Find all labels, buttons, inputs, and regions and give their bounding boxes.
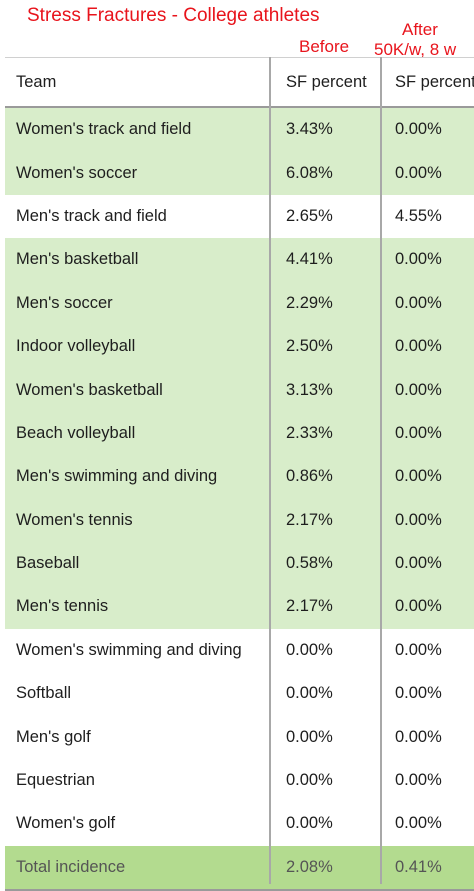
sf-before-cell: 3.13% [286, 380, 333, 399]
team-cell: Women's track and field [16, 120, 192, 139]
sf-before-cell: 2.50% [286, 337, 333, 356]
team-cell: Women's basketball [16, 380, 163, 399]
sf-before-cell: 2.17% [286, 597, 333, 616]
table-body: Women's track and field 3.43% 0.00% Women's… [5, 108, 474, 846]
table-row: Men's soccer 2.29% 0.00% [5, 281, 474, 325]
total-after: 0.41% [395, 857, 442, 876]
table-row: Women's soccer 6.08% 0.00% [5, 151, 474, 195]
team-cell: Women's swimming and diving [16, 640, 242, 659]
team-cell: Equestrian [16, 771, 95, 790]
team-cell: Beach volleyball [16, 423, 136, 442]
annotation-after-line1: After [402, 20, 438, 39]
sf-before-cell: 4.41% [286, 250, 333, 269]
team-cell: Men's tennis [16, 597, 109, 616]
sf-before-cell: 3.43% [286, 120, 333, 139]
table-row: Men's swimming and diving 0.86% 0.00% [5, 455, 474, 499]
sf-after-cell: 0.00% [395, 163, 442, 182]
sf-before-cell: 0.00% [286, 727, 333, 746]
sf-after-cell: 0.00% [395, 467, 442, 486]
sf-before-cell: 0.00% [286, 684, 333, 703]
table-row: Softball 0.00% 0.00% [5, 672, 474, 716]
table-row: Equestrian 0.00% 0.00% [5, 758, 474, 803]
sf-after-cell: 0.00% [395, 684, 442, 703]
sf-after-cell: 0.00% [395, 640, 442, 659]
sf-after-cell: 0.00% [395, 337, 442, 356]
team-cell: Indoor volleyball [16, 337, 136, 356]
sf-after-cell: 0.00% [395, 120, 442, 139]
table-row: Men's tennis 2.17% 0.00% [5, 585, 474, 629]
sf-before-cell: 2.65% [286, 206, 333, 225]
team-cell: Men's soccer [16, 293, 113, 312]
column-divider-before [269, 57, 271, 884]
team-cell: Women's tennis [16, 510, 133, 529]
sf-after-cell: 4.55% [395, 206, 442, 225]
sf-before-cell: 0.00% [286, 771, 333, 790]
table-row: Baseball 0.58% 0.00% [5, 541, 474, 586]
team-cell: Men's golf [16, 727, 91, 746]
sf-after-cell: 0.00% [395, 727, 442, 746]
table-row: Women's tennis 2.17% 0.00% [5, 498, 474, 542]
stress-fracture-table: Team SF percent SF percent Women's track… [5, 57, 474, 891]
team-cell: Men's swimming and diving [16, 467, 218, 486]
sf-before-cell: 6.08% [286, 163, 333, 182]
sf-after-cell: 0.00% [395, 293, 442, 312]
annotation-after-label: After 50K/w, 8 w [374, 20, 474, 60]
sf-before-cell: 2.29% [286, 293, 333, 312]
sf-after-cell: 0.00% [395, 814, 442, 833]
sf-before-cell: 2.17% [286, 510, 333, 529]
sf-after-cell: 0.00% [395, 250, 442, 269]
table-row: Beach volleyball 2.33% 0.00% [5, 411, 474, 456]
total-before: 2.08% [286, 857, 333, 876]
team-cell: Men's basketball [16, 250, 139, 269]
team-cell: Women's golf [16, 814, 116, 833]
table-row: Men's golf 0.00% 0.00% [5, 715, 474, 759]
header-sf-before[interactable]: SF percent [286, 72, 367, 91]
sf-after-cell: 0.00% [395, 554, 442, 573]
sf-after-cell: 0.00% [395, 597, 442, 616]
annotation-title: Stress Fractures - College athletes [27, 5, 320, 26]
annotation-after-line2: 50K/w, 8 w [374, 40, 457, 59]
table-row-total: Total incidence 2.08% 0.41% [5, 845, 474, 891]
sf-before-cell: 0.58% [286, 554, 333, 573]
table-row: Women's track and field 3.43% 0.00% [5, 108, 474, 152]
sf-after-cell: 0.00% [395, 510, 442, 529]
table-row: Women's golf 0.00% 0.00% [5, 802, 474, 846]
header-sf-after[interactable]: SF percent [395, 72, 474, 91]
sf-before-cell: 0.86% [286, 467, 333, 486]
table-row: Men's basketball 4.41% 0.00% [5, 238, 474, 282]
total-label: Total incidence [16, 857, 126, 876]
table-row: Men's track and field 2.65% 4.55% [5, 194, 474, 239]
table-header-row: Team SF percent SF percent [5, 58, 474, 108]
table-row: Women's swimming and diving 0.00% 0.00% [5, 628, 474, 673]
sf-before-cell: 0.00% [286, 814, 333, 833]
annotation-before-label: Before [299, 37, 350, 56]
team-cell: Softball [16, 684, 72, 703]
team-cell: Men's track and field [16, 206, 167, 225]
team-cell: Baseball [16, 554, 80, 573]
sf-before-cell: 2.33% [286, 423, 333, 442]
sf-after-cell: 0.00% [395, 380, 442, 399]
sf-before-cell: 0.00% [286, 640, 333, 659]
table-row: Women's basketball 3.13% 0.00% [5, 368, 474, 412]
table-row: Indoor volleyball 2.50% 0.00% [5, 324, 474, 369]
sf-after-cell: 0.00% [395, 423, 442, 442]
team-cell: Women's soccer [16, 163, 138, 182]
column-divider-after [380, 57, 382, 884]
header-team[interactable]: Team [16, 72, 57, 91]
sf-after-cell: 0.00% [395, 771, 442, 790]
